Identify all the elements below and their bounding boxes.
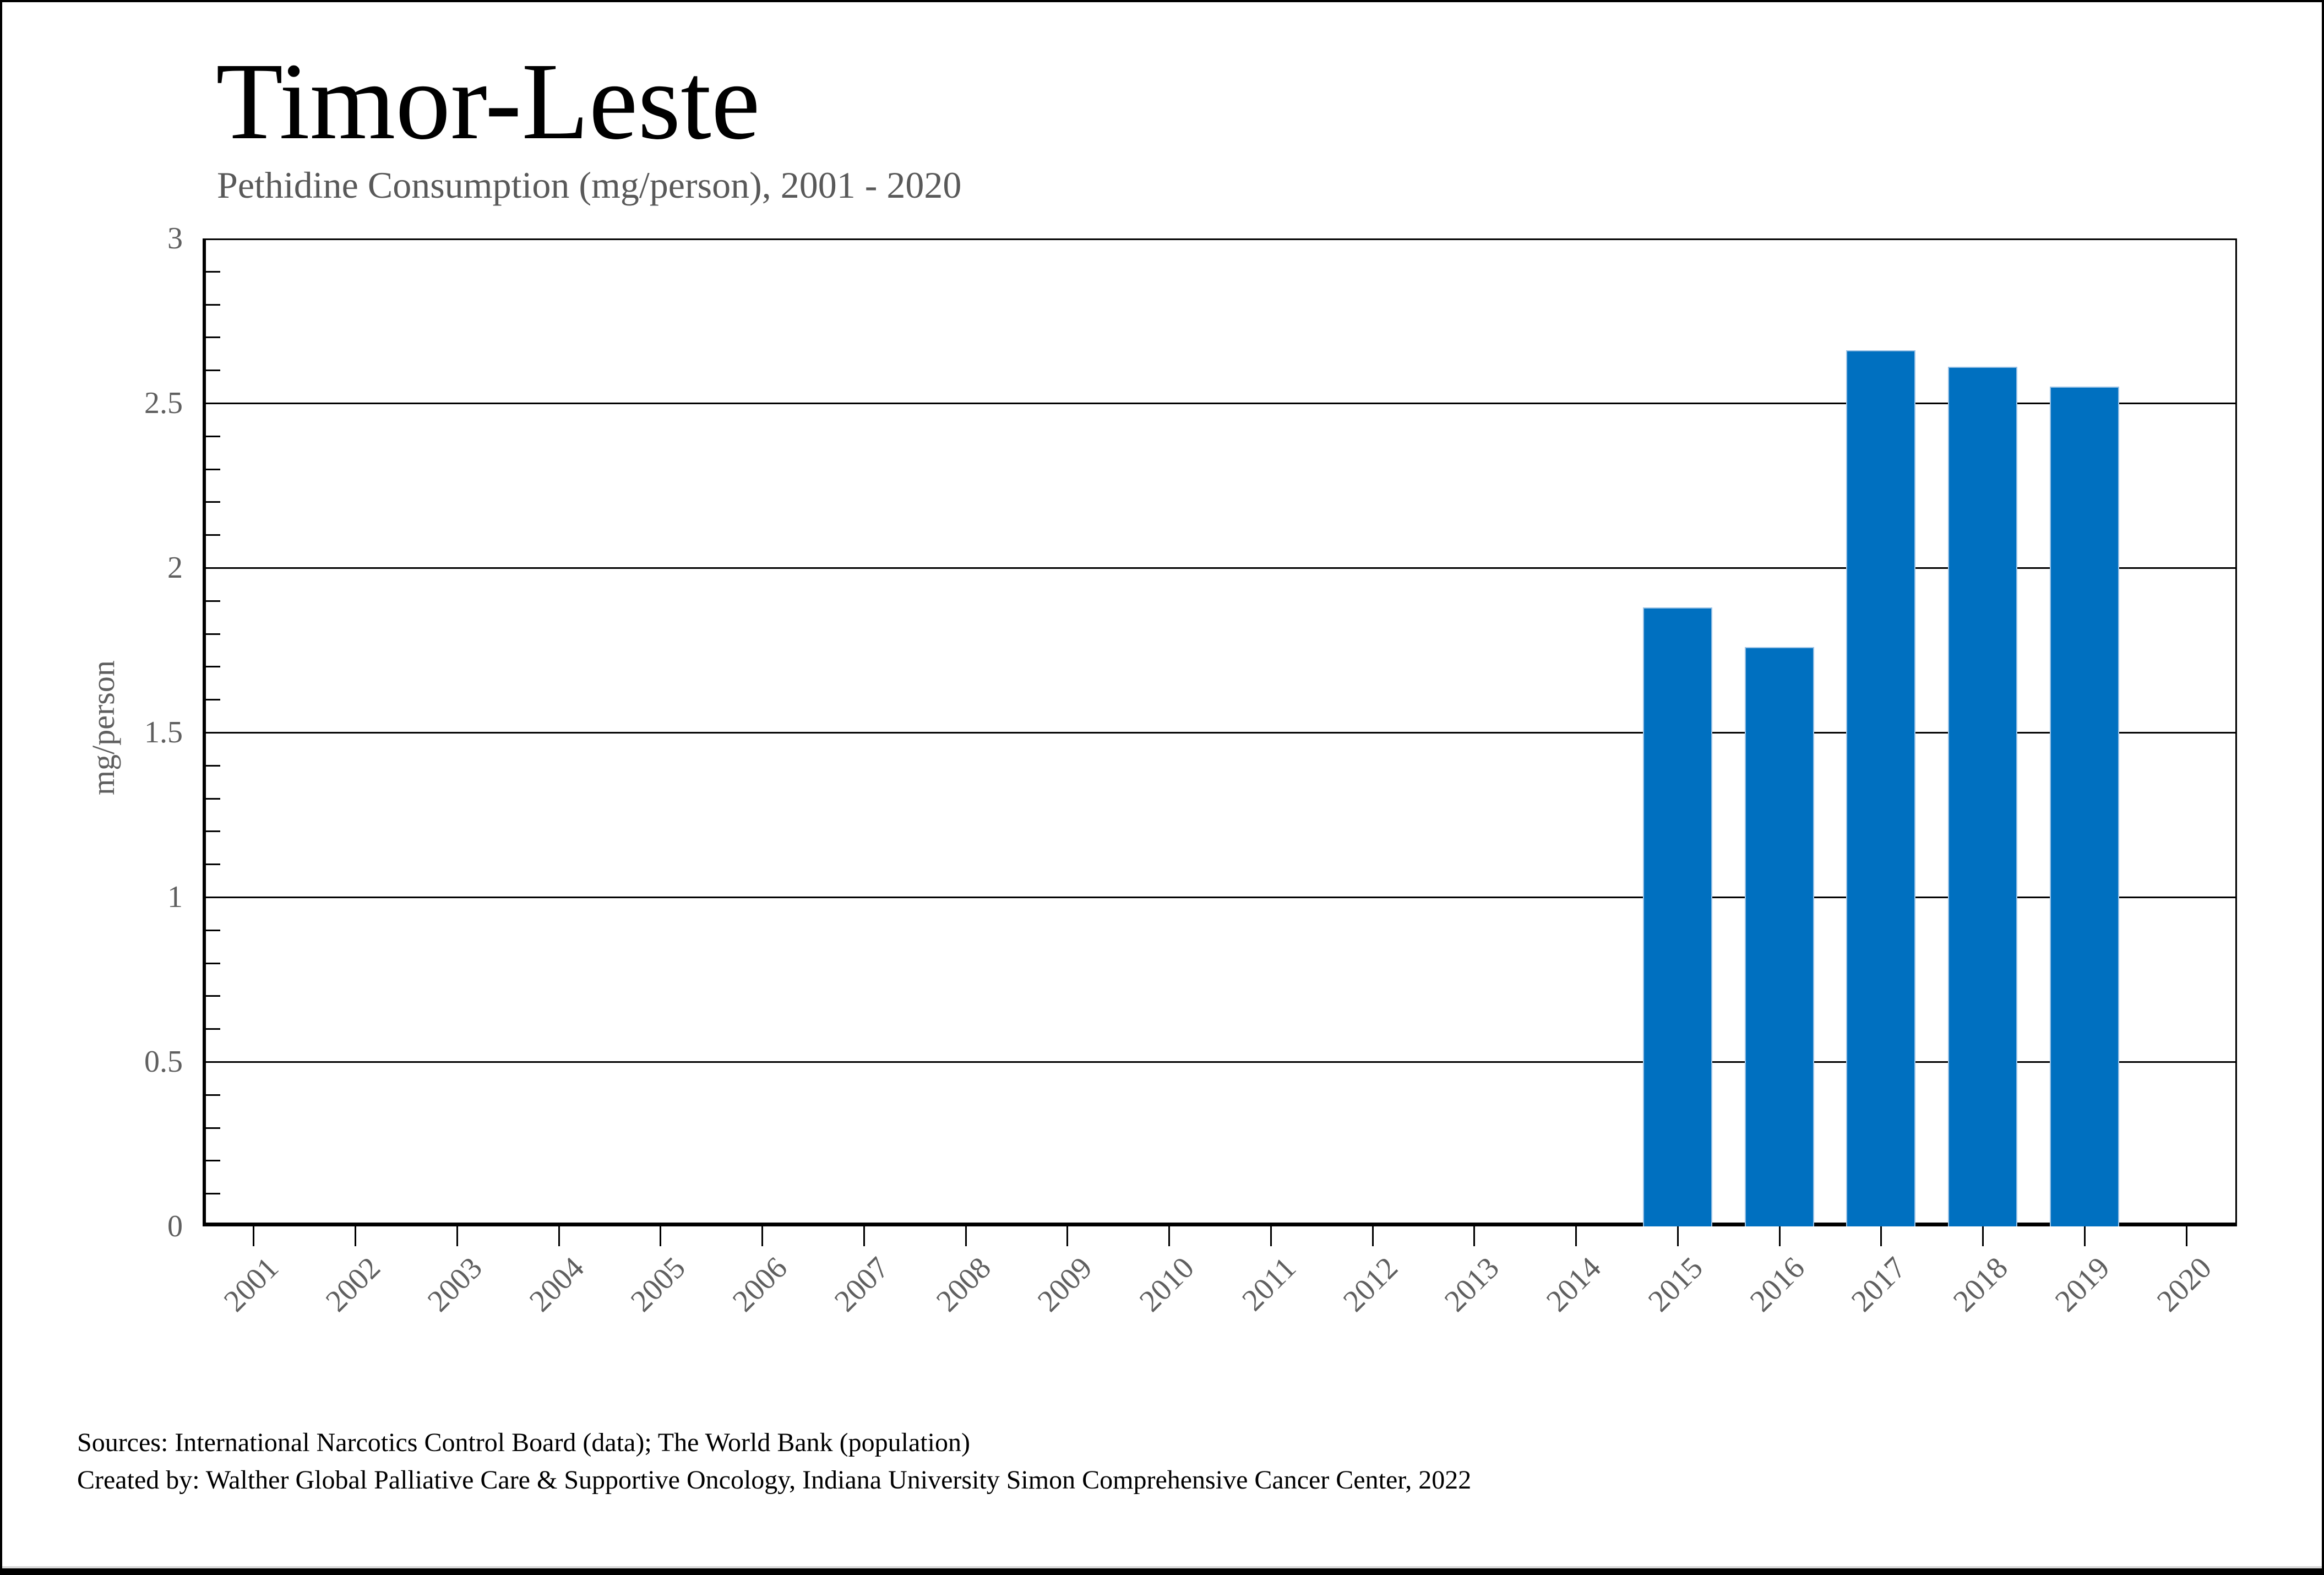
bar-2018: [1948, 367, 2017, 1226]
y-tick-label-0.5: 0.5: [144, 1045, 183, 1079]
x-tick-2007: [863, 1225, 865, 1246]
x-tick-2019: [2083, 1225, 2086, 1246]
x-tick-label-2014: 2014: [1539, 1251, 1608, 1319]
x-tick-2015: [1677, 1225, 1679, 1246]
x-tick-2013: [1473, 1225, 1476, 1246]
plot-area: 0 0.5 1 1.5 2 2.5 3 2001 2002 2003 2004 2005 2006 200…: [144, 221, 2237, 1318]
x-tick-2001: [253, 1225, 255, 1246]
y-minor-tick: [206, 1094, 220, 1096]
x-tick-2016: [1778, 1225, 1781, 1246]
plot-border-top: [203, 238, 2237, 240]
x-tick-2012: [1371, 1225, 1374, 1246]
x-tick-label-2007: 2007: [828, 1251, 896, 1319]
x-tick-label-2010: 2010: [1133, 1251, 1201, 1319]
x-tick-2010: [1168, 1225, 1171, 1246]
y-minor-tick: [206, 962, 220, 964]
y-minor-tick: [206, 830, 220, 833]
y-minor-tick: [206, 303, 220, 306]
bar-2015: [1643, 607, 1712, 1226]
y-minor-tick: [206, 764, 220, 767]
y-minor-tick: [206, 929, 220, 931]
x-tick-label-2006: 2006: [726, 1251, 794, 1319]
y-minor-tick: [206, 435, 220, 437]
y-minor-tick: [206, 336, 220, 339]
x-tick-label-2018: 2018: [1946, 1251, 2015, 1319]
bar-2019: [2050, 387, 2119, 1226]
footer-credits: Sources: International Narcotics Control…: [77, 1424, 1471, 1499]
y-minor-tick: [206, 1028, 220, 1030]
y-tick-label-1: 1: [167, 880, 183, 914]
bottom-black-border: [2, 1568, 2322, 1573]
x-tick-label-2002: 2002: [319, 1251, 387, 1319]
x-tick-2002: [355, 1225, 357, 1246]
y-minor-tick: [206, 501, 220, 503]
gridline-2: [203, 567, 2237, 569]
y-minor-tick: [206, 666, 220, 668]
chart-title: Timor-Leste: [216, 41, 760, 162]
created-by-text: Created by: Walther Global Palliative Ca…: [77, 1465, 1472, 1495]
y-minor-tick: [206, 468, 220, 470]
sources-text: Sources: International Narcotics Control…: [77, 1428, 970, 1457]
y-minor-tick: [206, 370, 220, 372]
x-tick-2018: [1982, 1225, 1984, 1246]
x-tick-2011: [1270, 1225, 1272, 1246]
x-tick-2008: [965, 1225, 967, 1246]
y-minor-tick: [206, 270, 220, 273]
y-minor-tick: [206, 1127, 220, 1129]
y-minor-tick: [206, 995, 220, 997]
x-tick-2003: [456, 1225, 458, 1246]
gridline-1: [203, 897, 2237, 898]
x-tick-2009: [1066, 1225, 1069, 1246]
x-axis-line: [203, 1223, 2237, 1226]
y-minor-tick: [206, 1193, 220, 1195]
y-tick-label-2: 2: [167, 551, 183, 585]
x-tick-label-2015: 2015: [1641, 1251, 1710, 1319]
chart-subtitle: Pethidine Consumption (mg/person), 2001 …: [217, 164, 962, 206]
x-tick-label-2003: 2003: [421, 1251, 489, 1319]
y-tick-label-3: 3: [167, 221, 183, 256]
x-tick-2017: [1880, 1225, 1882, 1246]
y-tick-label-0: 0: [167, 1209, 183, 1243]
x-tick-2005: [660, 1225, 662, 1246]
x-tick-label-2011: 2011: [1236, 1251, 1303, 1318]
bar-2016: [1745, 647, 1814, 1226]
y-minor-tick: [206, 534, 220, 536]
x-tick-2006: [761, 1225, 764, 1246]
y-minor-tick: [206, 633, 220, 635]
x-tick-label-2019: 2019: [2048, 1251, 2116, 1319]
y-minor-tick: [206, 1160, 220, 1162]
y-tick-label-2.5: 2.5: [144, 386, 183, 420]
gridline-0.5: [203, 1061, 2237, 1063]
y-minor-tick: [206, 797, 220, 800]
gridline-1.5: [203, 732, 2237, 734]
gridline-2.5: [203, 403, 2237, 404]
x-tick-2020: [2185, 1225, 2187, 1246]
x-tick-2004: [558, 1225, 560, 1246]
y-minor-tick: [206, 600, 220, 602]
bar-2017: [1846, 350, 1915, 1226]
y-minor-tick: [206, 863, 220, 866]
x-tick-2014: [1575, 1225, 1577, 1246]
y-minor-tick: [206, 699, 220, 701]
y-tick-label-1.5: 1.5: [144, 715, 183, 750]
